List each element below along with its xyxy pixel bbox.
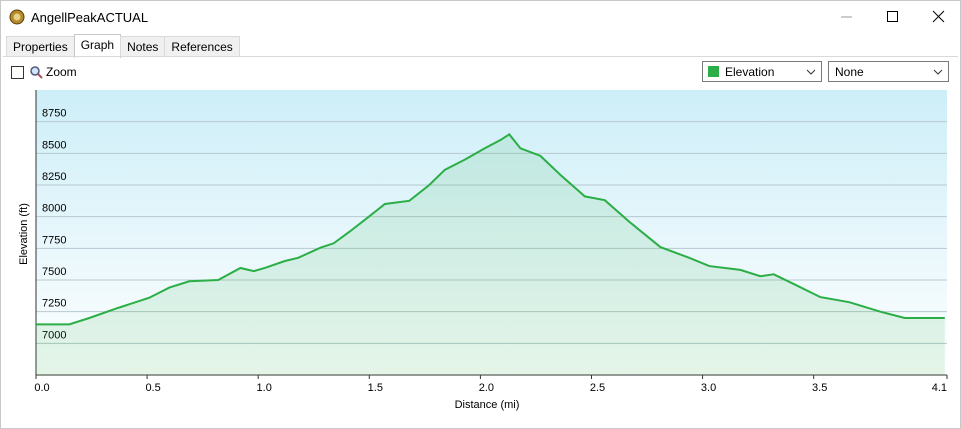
secondary-dropdown[interactable]: None xyxy=(828,61,949,82)
x-tick-label: 2.5 xyxy=(590,382,605,394)
y-tick-label: 8500 xyxy=(42,139,66,151)
zoom-control[interactable]: Zoom xyxy=(11,65,77,79)
area-fill xyxy=(36,134,945,375)
series-swatch xyxy=(708,66,719,77)
graph-panel xyxy=(3,56,958,427)
x-tick-label: 0.0 xyxy=(34,382,49,394)
y-tick-label: 7500 xyxy=(42,266,66,278)
x-tick-label: 2.0 xyxy=(479,382,494,394)
app-icon-center xyxy=(13,13,21,21)
x-tick-label: 0.5 xyxy=(145,382,160,394)
x-tick-label: 1.5 xyxy=(368,382,383,394)
series-dropdown[interactable]: Elevation xyxy=(702,61,822,82)
maximize-button[interactable] xyxy=(887,11,898,22)
tab[interactable]: References xyxy=(164,36,240,57)
secondary-dropdown-text: None xyxy=(835,64,864,79)
y-tick-label: 7000 xyxy=(42,329,66,341)
title-bar: AngellPeakACTUAL xyxy=(1,1,960,33)
window-title: AngellPeakACTUAL xyxy=(31,10,149,25)
y-tick-label: 8250 xyxy=(42,171,66,183)
x-axis-label: Distance (mi) xyxy=(455,399,520,411)
zoom-icon xyxy=(30,66,43,79)
tab[interactable]: Notes xyxy=(120,36,166,57)
x-tick-label: 4.1 xyxy=(932,382,947,394)
close-button[interactable] xyxy=(932,10,945,23)
zoom-label: Zoom xyxy=(46,65,77,79)
line xyxy=(36,133,945,326)
zoom-checkbox[interactable] xyxy=(11,65,24,79)
tab[interactable]: Properties xyxy=(6,36,75,57)
series-dropdown-text: Elevation xyxy=(725,64,775,79)
dropdown-arrow xyxy=(806,69,816,75)
plot-background xyxy=(36,90,947,375)
dropdown-arrow xyxy=(933,69,943,75)
y-axis-label: Elevation (ft) xyxy=(18,203,30,265)
y-tick-label: 8000 xyxy=(42,203,66,215)
y-tick-label: 7750 xyxy=(42,234,66,246)
x-tick-label: 3.5 xyxy=(812,382,827,394)
x-tick-label: 1.0 xyxy=(257,382,272,394)
y-tick-label: 7250 xyxy=(42,298,66,310)
y-tick-label: 8750 xyxy=(42,108,66,120)
x-tick-label: 3.0 xyxy=(701,382,716,394)
title-bar-icons xyxy=(9,9,945,25)
tab-strip: Properties Graph Notes References xyxy=(6,34,240,58)
